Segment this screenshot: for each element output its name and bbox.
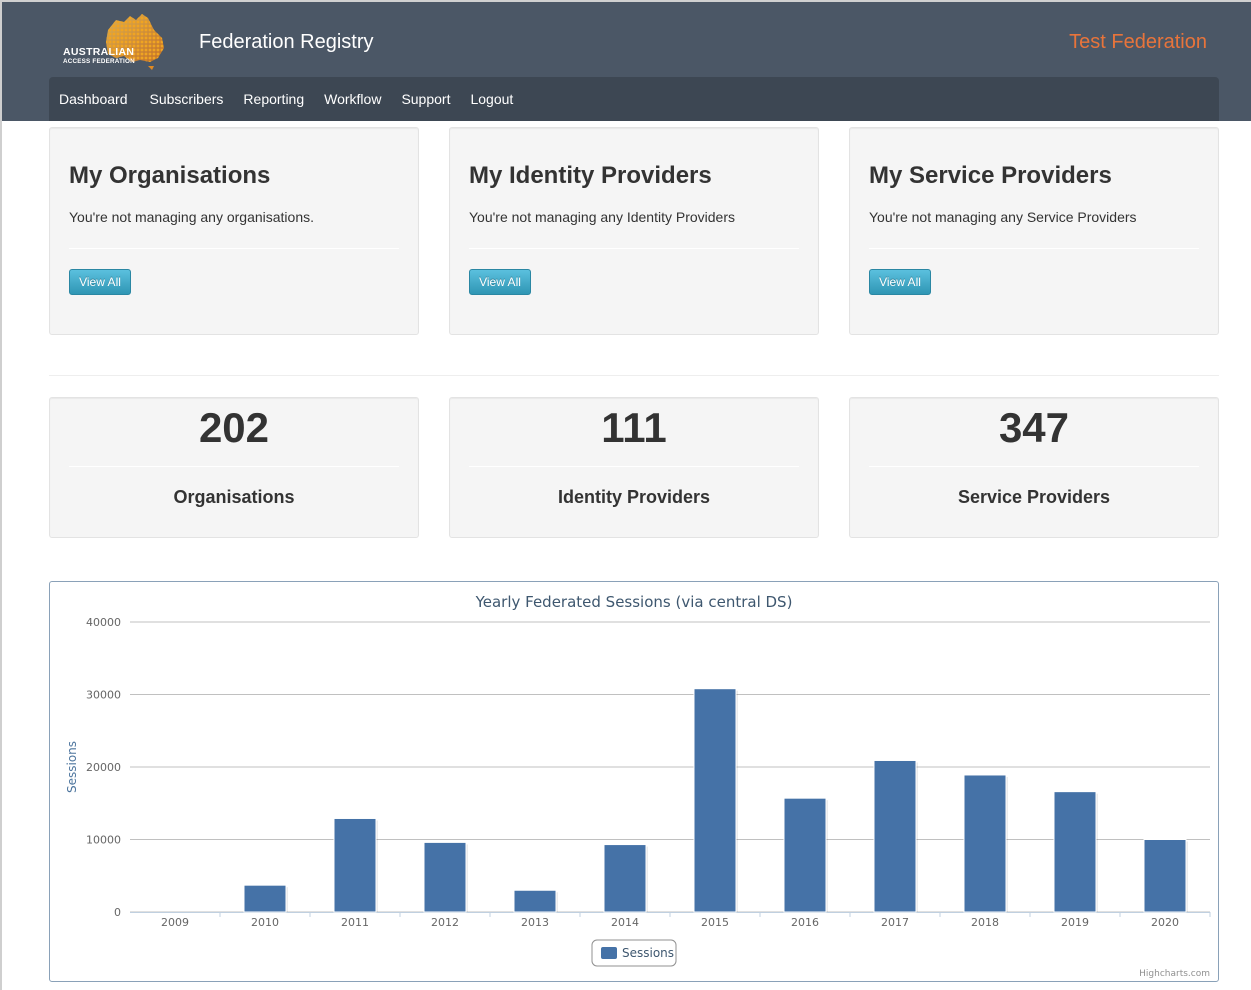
x-tick-label: 2020 <box>1151 916 1179 929</box>
stat-divider <box>869 466 1199 467</box>
legend-box <box>591 939 677 967</box>
card-message: You're not managing any Service Provider… <box>869 209 1137 225</box>
nav-subscribers[interactable]: Subscribers <box>149 91 224 107</box>
card-divider <box>469 248 799 249</box>
section-divider <box>49 375 1219 376</box>
stat-label: Service Providers <box>957 487 1111 507</box>
nav-support[interactable]: Support <box>401 91 451 107</box>
federation-name: Test Federation <box>1069 31 1207 53</box>
x-tick-label: 2018 <box>971 916 999 929</box>
bar-2020 <box>1143 839 1187 913</box>
my-identity-providers-card: My Identity Providers You're not managin… <box>449 127 819 335</box>
service-providers-count-card: 347 Service Providers <box>849 397 1219 538</box>
x-tick-label: 2012 <box>431 916 459 929</box>
chart-title: Yearly Federated Sessions (via central D… <box>475 593 793 611</box>
x-tick-label: 2009 <box>161 916 189 929</box>
nav-workflow[interactable]: Workflow <box>324 91 382 107</box>
chart-credits: Highcharts.com <box>1139 969 1210 979</box>
x-tick-label: 2015 <box>701 916 729 929</box>
bar-2015 <box>693 688 737 913</box>
bar-2013 <box>513 889 557 913</box>
logo-line-2: ACCESS FEDERATION <box>63 58 135 65</box>
view-all-service-providers-button[interactable]: View All <box>869 269 931 295</box>
x-tick-label: 2010 <box>251 916 279 929</box>
view-all-identity-providers-button[interactable]: View All <box>469 269 531 295</box>
stat-label: Identity Providers <box>557 487 711 507</box>
nav-dashboard[interactable]: Dashboard <box>59 91 128 107</box>
y-tick-label: 0 <box>114 906 121 919</box>
main-navbar: Dashboard Subscribers Reporting Workflow… <box>49 77 1219 121</box>
view-all-organisations-button[interactable]: View All <box>69 269 131 295</box>
bar-2019 <box>1053 791 1097 913</box>
logo-line-1: AUSTRALIAN <box>63 46 135 58</box>
stat-value: 347 <box>998 404 1070 451</box>
card-divider <box>69 248 399 249</box>
x-tick-label: 2011 <box>341 916 369 929</box>
bar-2011 <box>333 817 377 913</box>
window-top-border <box>0 0 1251 2</box>
app-title[interactable]: Federation Registry <box>199 31 374 53</box>
y-tick-label: 10000 <box>86 834 121 847</box>
y-tick-label: 40000 <box>86 616 121 629</box>
card-message: You're not managing any organisations. <box>69 209 314 225</box>
stat-value: 202 <box>198 404 270 451</box>
x-tick-label: 2019 <box>1061 916 1089 929</box>
bar-2012 <box>423 841 467 913</box>
australia-map-icon <box>106 14 164 70</box>
x-tick-label: 2016 <box>791 916 819 929</box>
y-tick-label: 30000 <box>86 689 121 702</box>
stat-label: Organisations <box>173 487 295 507</box>
bar-2016 <box>783 797 827 913</box>
card-title: My Service Providers <box>869 162 1112 189</box>
aaf-logo[interactable]: AUSTRALIAN ACCESS FEDERATION <box>60 12 170 72</box>
stat-divider <box>69 466 399 467</box>
legend-label: Sessions <box>622 946 674 960</box>
card-title: My Organisations <box>69 162 271 189</box>
stat-value: 111 <box>601 404 667 451</box>
bar-2014 <box>603 844 647 913</box>
organisations-count-card: 202 Organisations <box>49 397 419 538</box>
x-tick-label: 2013 <box>521 916 549 929</box>
x-tick-label: 2017 <box>881 916 909 929</box>
identity-providers-count-card: 111 Identity Providers <box>449 397 819 538</box>
yearly-sessions-chart: Yearly Federated Sessions (via central D… <box>49 581 1219 982</box>
bar-2010 <box>243 884 287 913</box>
window-left-border <box>0 0 2 990</box>
y-axis-label: Sessions <box>65 741 79 793</box>
bar-2017 <box>873 759 917 913</box>
x-tick-label: 2014 <box>611 916 639 929</box>
nav-reporting[interactable]: Reporting <box>243 91 305 107</box>
card-title: My Identity Providers <box>469 162 712 189</box>
legend-swatch <box>601 947 617 959</box>
nav-logout[interactable]: Logout <box>470 91 514 107</box>
bar-2018 <box>963 774 1007 913</box>
chart-canvas: Yearly Federated Sessions (via central D… <box>65 593 1211 979</box>
my-organisations-card: My Organisations You're not managing any… <box>49 127 419 335</box>
card-divider <box>869 248 1199 249</box>
stat-divider <box>469 466 799 467</box>
my-service-providers-card: My Service Providers You're not managing… <box>849 127 1219 335</box>
y-tick-label: 20000 <box>86 761 121 774</box>
card-message: You're not managing any Identity Provide… <box>469 209 735 225</box>
